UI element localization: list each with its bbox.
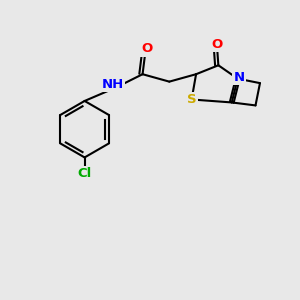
Text: O: O (141, 42, 153, 56)
Text: Cl: Cl (77, 167, 92, 180)
Text: O: O (211, 38, 223, 51)
Text: N: N (234, 71, 245, 84)
Text: NH: NH (102, 78, 124, 91)
Text: S: S (187, 93, 196, 106)
